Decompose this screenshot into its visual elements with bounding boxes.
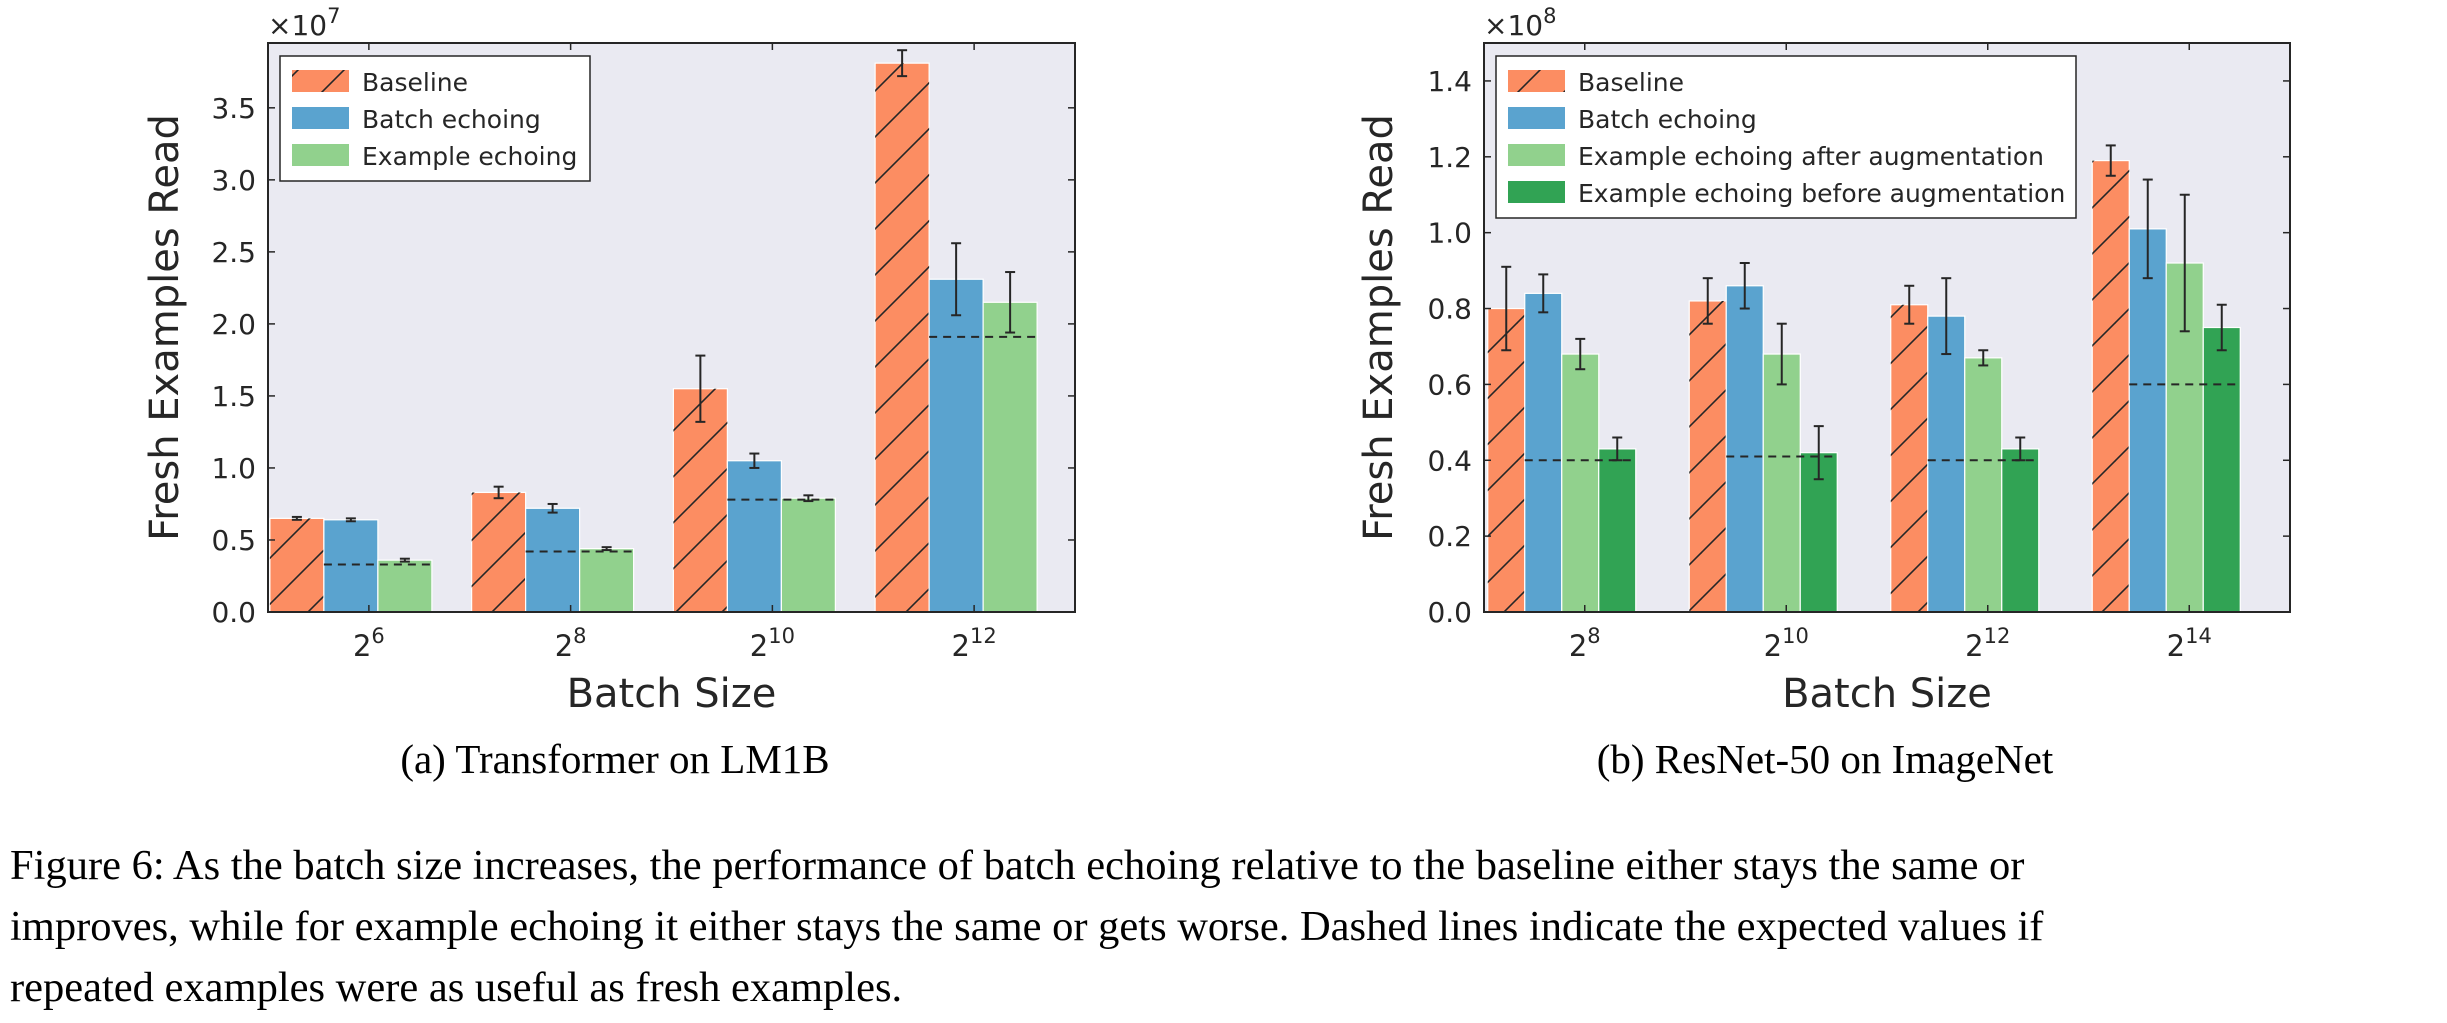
legend-label: Example echoing after augmentation: [1578, 142, 2044, 171]
bar: [2202, 326, 2241, 613]
x-tick-label: 26: [353, 624, 385, 663]
bar: [1561, 353, 1600, 613]
legend-swatch-hatch: [1508, 70, 1565, 92]
figure-caption-line: Figure 6: As the batch size increases, t…: [10, 842, 2025, 889]
x-tick-label: 212: [1965, 624, 2010, 663]
y-tick-label: 1.5: [211, 380, 256, 413]
x-tick-label: 210: [750, 624, 795, 663]
bar-hatch: [269, 518, 324, 612]
y-tick-label: 0.8: [1427, 293, 1472, 326]
legend-swatch: [1508, 181, 1565, 203]
bar-hatch: [1689, 300, 1727, 612]
bar-hatch: [2092, 160, 2130, 613]
x-tick-label: 212: [952, 624, 997, 663]
bar: [377, 559, 433, 613]
legend: Baseline Batch echoing Example echoing: [279, 55, 591, 182]
y-tick-label: 3.0: [211, 164, 256, 197]
legend-swatch: [1508, 107, 1565, 129]
x-tick-label: 214: [2167, 624, 2212, 663]
x-axis-label: Batch Size: [1782, 671, 1992, 717]
legend-item: Baseline: [292, 68, 468, 97]
figure-caption-line: improves, while for example echoing it e…: [10, 903, 2044, 950]
y-tick-label: 2.5: [211, 236, 256, 269]
plot-frame: [267, 42, 1076, 613]
x-axis-label: Batch Size: [567, 671, 777, 717]
figure-caption-line: repeated examples were as useful as fres…: [10, 964, 903, 1011]
y-tick-label: 0.2: [1427, 520, 1472, 553]
subcaption-b: (b) ResNet-50 on ImageNet: [1596, 736, 2054, 782]
bar: [525, 507, 581, 613]
chart-transformer-lm1b: 0.0 0.5 1.0 1.5 2.0 2.5 3.0 3.5 26 28 210 212 ×107 Ba…: [142, 4, 1076, 717]
y-tick-label: 0.0: [211, 596, 256, 629]
legend-item: Example echoing after augmentation: [1508, 142, 2044, 171]
bar: [726, 460, 782, 613]
bar: [1927, 315, 1966, 613]
legend-label: Example echoing before augmentation: [1578, 179, 2065, 208]
legend-swatch: [1508, 144, 1565, 166]
bar: [1598, 448, 1637, 613]
bar-hatch: [673, 388, 728, 612]
y-tick-label: 1.4: [1427, 65, 1472, 98]
axis-multiplier: ×107: [268, 4, 340, 42]
x-tick-label: 28: [555, 624, 587, 663]
bar: [579, 548, 635, 613]
legend-item: Baseline: [1508, 68, 1684, 97]
y-axis-label: Fresh Examples Read: [1356, 114, 1402, 541]
bar: [780, 497, 836, 613]
legend-item: Batch echoing: [292, 105, 541, 134]
subcaption-a: (a) Transformer on LM1B: [400, 736, 830, 782]
bar-hatch: [1890, 304, 1928, 612]
legend-swatch-hatch: [292, 70, 349, 92]
bar-hatch: [1487, 308, 1525, 612]
bar: [2128, 228, 2167, 613]
legend-item: Example echoing before augmentation: [1508, 179, 2065, 208]
bar-hatch: [471, 492, 526, 612]
bar: [1524, 292, 1563, 613]
bar: [982, 301, 1038, 613]
legend-label: Batch echoing: [362, 105, 541, 134]
y-tick-label: 1.0: [1427, 217, 1472, 250]
y-tick-label: 2.0: [211, 308, 256, 341]
y-tick-label: 0.5: [211, 524, 256, 557]
legend-label: Baseline: [1578, 68, 1684, 97]
legend-label: Baseline: [362, 68, 468, 97]
bar-hatch: [875, 63, 930, 612]
y-tick-label: 0.4: [1427, 444, 1472, 477]
legend-swatch: [292, 107, 349, 129]
y-tick-label: 0.0: [1427, 596, 1472, 629]
bar: [1762, 353, 1801, 613]
bar: [928, 278, 984, 613]
legend-item: Example echoing: [292, 142, 577, 171]
bar: [323, 519, 379, 613]
axis-multiplier: ×108: [1484, 4, 1556, 42]
bar: [1964, 357, 2003, 613]
y-tick-label: 0.6: [1427, 368, 1472, 401]
figure-caption: Figure 6: As the batch size increases, t…: [10, 835, 2440, 1018]
bar: [2001, 448, 2040, 613]
plot-frame: [1483, 42, 2291, 613]
y-axis-label: Fresh Examples Read: [142, 114, 188, 541]
legend-box: [1495, 55, 2077, 219]
bar: [1725, 285, 1764, 613]
y-tick-label: 1.2: [1427, 141, 1472, 174]
y-tick-label: 3.5: [211, 92, 256, 125]
legend-swatch: [292, 144, 349, 166]
legend-label: Batch echoing: [1578, 105, 1757, 134]
legend-item: Batch echoing: [1508, 105, 1757, 134]
y-tick-label: 1.0: [211, 452, 256, 485]
chart-resnet50-imagenet: 0.0 0.2 0.4 0.6 0.8 1.0 1.2 1.4 28 210 212 214 ×108 B…: [1356, 4, 2291, 717]
x-tick-label: 28: [1569, 624, 1601, 663]
legend: Baseline Batch echoing Example echoing aft…: [1495, 55, 2077, 219]
x-tick-label: 210: [1764, 624, 1809, 663]
legend-label: Example echoing: [362, 142, 577, 171]
